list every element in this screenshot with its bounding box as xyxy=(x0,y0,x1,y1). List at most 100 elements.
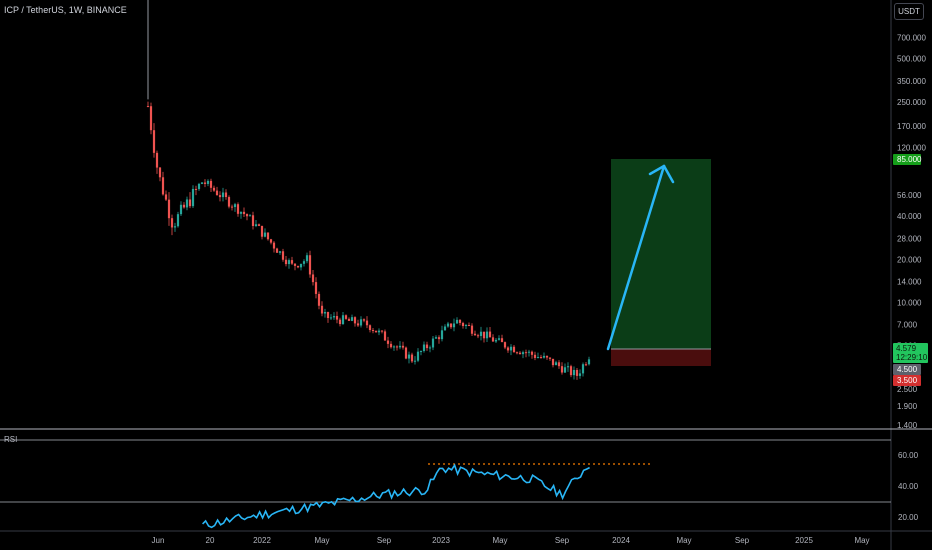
candle-body xyxy=(371,330,375,332)
candle-body xyxy=(521,352,525,355)
candle-body xyxy=(395,346,399,348)
rsi-line xyxy=(202,463,590,529)
price-axis[interactable]: 700.000 500.000 350.000 250.000 170.000 120.0… xyxy=(897,34,926,430)
candle-body xyxy=(419,351,423,353)
candle-body xyxy=(548,357,552,359)
candle-body xyxy=(344,315,348,319)
candle-body xyxy=(188,199,192,207)
rsi-indicator-label[interactable]: RSI xyxy=(4,435,18,444)
time-tick: 2024 xyxy=(612,536,630,545)
candle-body xyxy=(281,251,285,260)
candle-body xyxy=(173,226,177,228)
candle-body xyxy=(320,305,324,314)
candle-body xyxy=(554,362,558,366)
candle-body xyxy=(260,225,264,237)
candle-body xyxy=(251,215,255,226)
profit-zone[interactable] xyxy=(611,159,711,349)
candle-body xyxy=(458,319,462,323)
svg-text:3.500: 3.500 xyxy=(897,376,918,385)
candle-body xyxy=(317,293,321,306)
candle-body xyxy=(536,356,540,358)
candle-body xyxy=(539,356,543,358)
candle-body xyxy=(470,325,474,334)
svg-text:4.500: 4.500 xyxy=(897,365,918,374)
candle-body xyxy=(446,323,450,327)
time-tick: May xyxy=(314,536,329,545)
candle-body xyxy=(308,255,312,275)
candle-body xyxy=(245,214,249,217)
time-tick: Jun xyxy=(152,536,165,545)
currency-button[interactable]: USDT xyxy=(894,3,924,20)
candle-body xyxy=(560,366,564,373)
candle-body xyxy=(416,351,420,361)
candle-body xyxy=(377,330,381,333)
price-tick: 20.000 xyxy=(897,255,922,264)
time-tick: 2022 xyxy=(253,536,271,545)
candle-body xyxy=(203,182,207,184)
candle-body xyxy=(452,323,456,328)
candle-body xyxy=(425,344,429,349)
candle-body xyxy=(233,204,237,208)
symbol-title[interactable]: ICP / TetherUS, 1W, BINANCE xyxy=(4,5,127,15)
projection-arrow[interactable] xyxy=(606,164,675,351)
candle-body xyxy=(530,351,534,355)
target-price-tag: 85.000 xyxy=(893,154,922,165)
candle-body xyxy=(488,331,492,338)
stop-price-tag: 3.500 xyxy=(893,375,921,386)
svg-text:4.579: 4.579 xyxy=(896,344,917,353)
time-tick: Sep xyxy=(377,536,392,545)
candle-body xyxy=(476,335,480,337)
candle-body xyxy=(467,324,471,326)
candle-body xyxy=(557,362,561,367)
candle-body xyxy=(206,180,210,184)
candle-body xyxy=(191,188,195,207)
candle-body xyxy=(269,239,273,243)
candle-body xyxy=(209,180,213,188)
candle-body xyxy=(464,324,468,327)
price-tick: 28.000 xyxy=(897,234,922,243)
candle-body xyxy=(194,188,198,190)
candle-body xyxy=(383,331,387,341)
arrow-segment xyxy=(648,164,666,176)
time-tick: May xyxy=(854,536,869,545)
price-tick: 1.400 xyxy=(897,421,918,430)
candle-body xyxy=(485,331,489,339)
candle-body xyxy=(179,204,183,215)
candle-body xyxy=(428,347,432,349)
candle-body xyxy=(224,192,228,198)
candlestick-series xyxy=(146,0,591,380)
candle-body xyxy=(527,351,531,353)
candle-body xyxy=(329,317,333,319)
candle-body xyxy=(518,352,522,355)
time-axis[interactable]: Jun 20 2022 May Sep 2023 May Sep 2024 May Sep 2025 M… xyxy=(152,536,870,545)
time-tick: 2023 xyxy=(432,536,450,545)
candle-body xyxy=(515,352,519,354)
price-tick: 14.000 xyxy=(897,277,922,286)
candle-body xyxy=(200,182,204,184)
candle-body xyxy=(161,177,165,195)
price-tick: 350.000 xyxy=(897,77,926,86)
candle-body xyxy=(494,339,498,342)
svg-text:12:29:10: 12:29:10 xyxy=(896,353,928,362)
price-tick: 120.000 xyxy=(897,144,926,153)
candle-body xyxy=(449,323,453,328)
candle-body xyxy=(278,251,282,253)
candle-body xyxy=(185,199,189,208)
candle-body xyxy=(227,197,231,207)
candle-body xyxy=(497,338,501,340)
candle-body xyxy=(587,359,591,365)
price-tick: 500.000 xyxy=(897,55,926,64)
candle-body xyxy=(482,331,486,339)
loss-zone[interactable] xyxy=(611,349,711,366)
price-tick: 250.000 xyxy=(897,98,926,107)
candle-body xyxy=(359,319,363,326)
candle-body xyxy=(275,248,279,253)
candle-body xyxy=(158,167,162,178)
candle-body xyxy=(314,282,318,294)
candle-body xyxy=(398,345,402,348)
time-tick: May xyxy=(676,536,691,545)
price-tick: 40.000 xyxy=(897,212,922,221)
candle-body xyxy=(440,330,444,340)
svg-text:85.000: 85.000 xyxy=(897,155,922,164)
